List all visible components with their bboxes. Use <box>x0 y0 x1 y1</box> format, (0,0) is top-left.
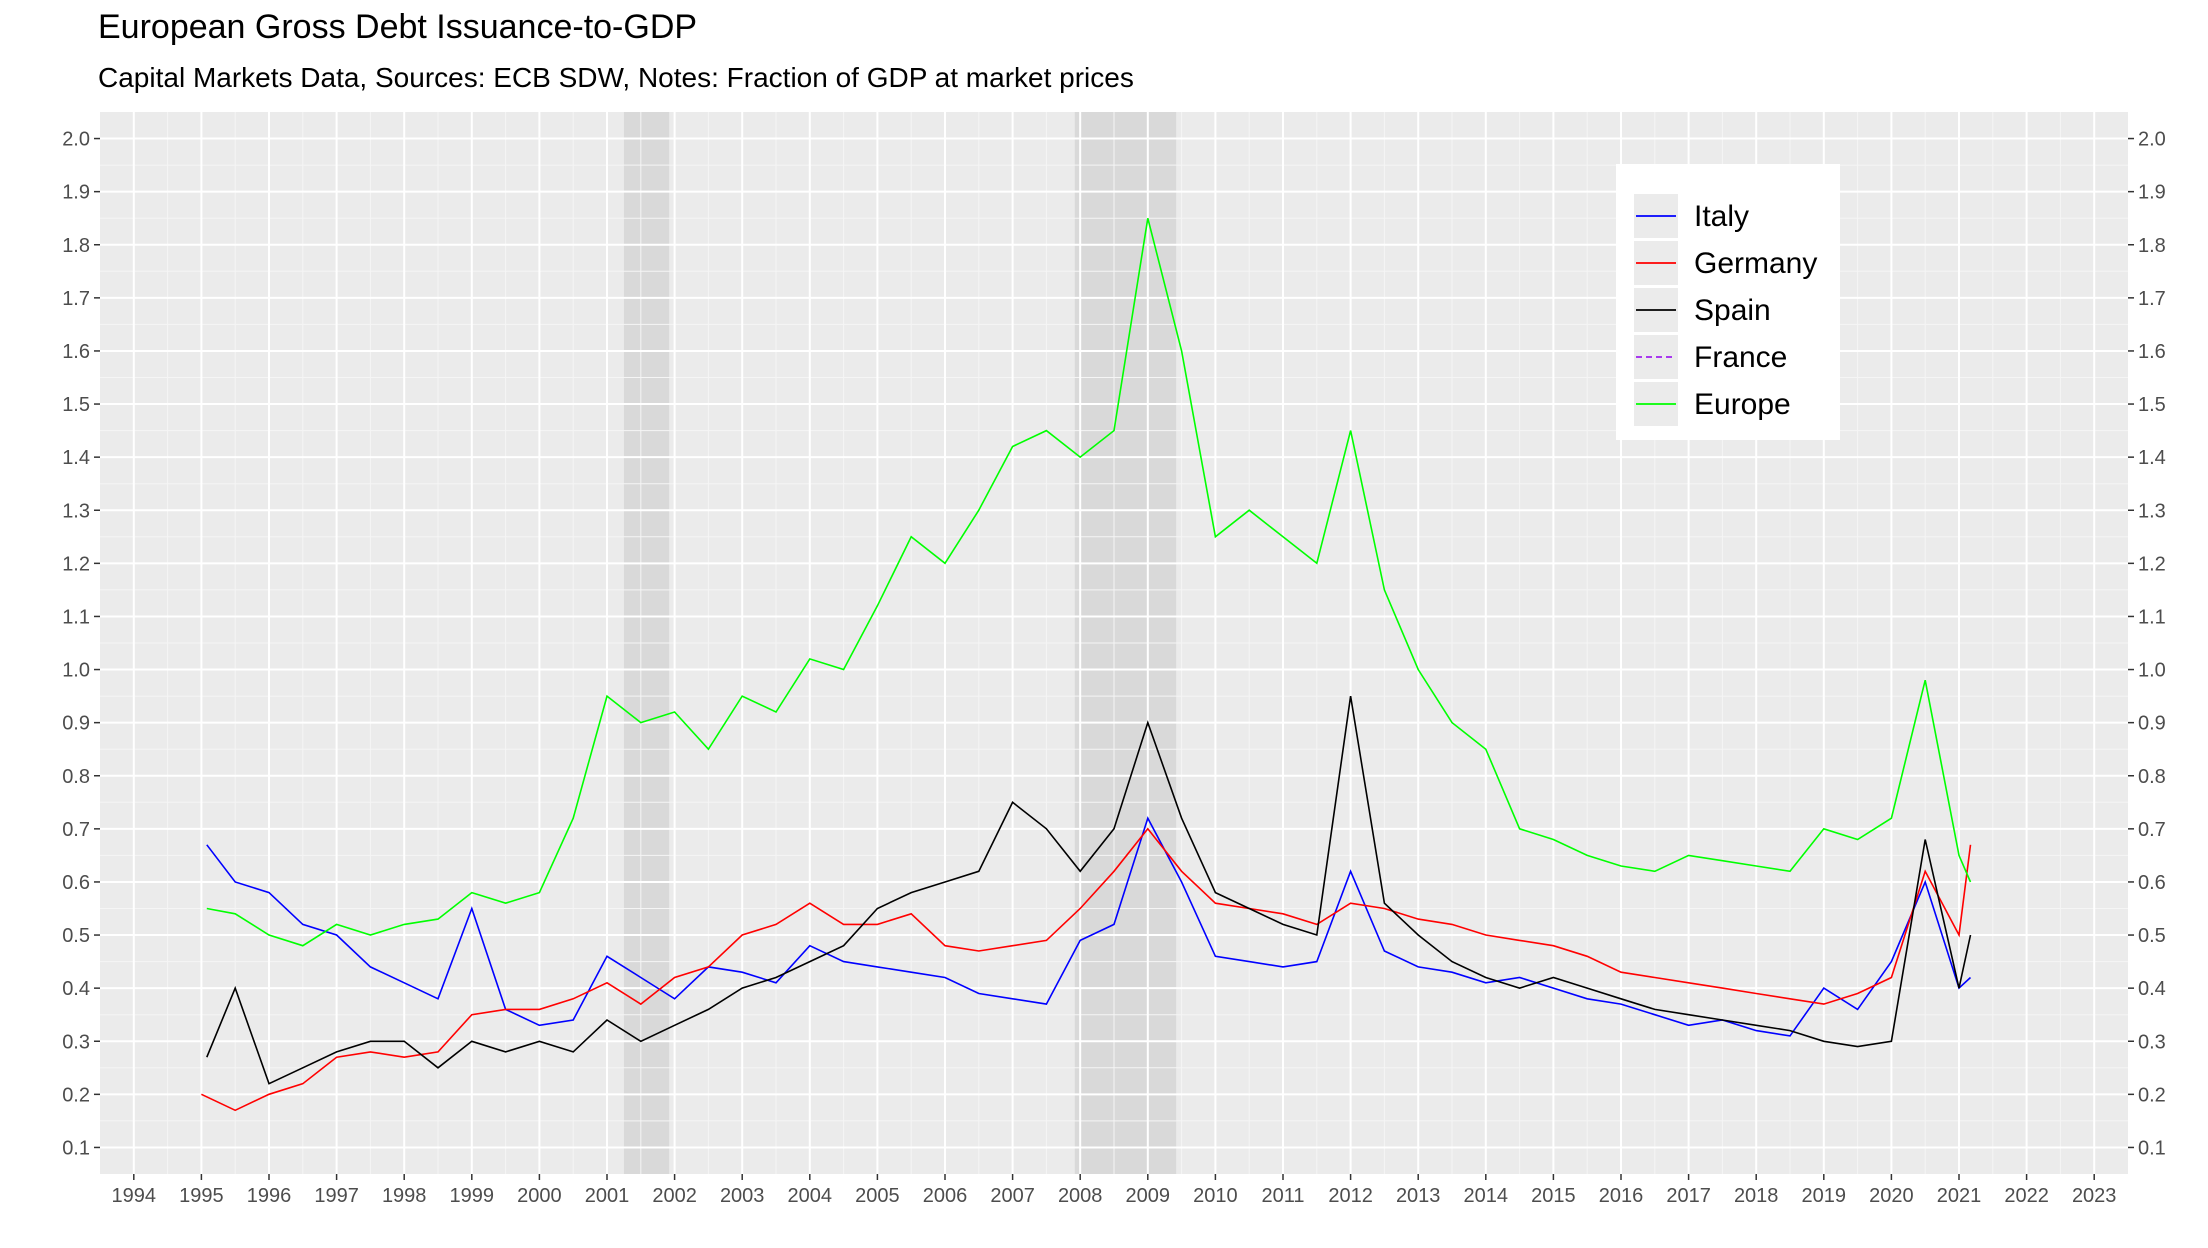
y-tick-label: 0.9 <box>62 713 90 735</box>
x-tick-label: 2015 <box>1531 1185 1576 1207</box>
y-tick-label: 0.6 <box>62 872 90 894</box>
x-tick-label: 2023 <box>2072 1185 2117 1207</box>
y-tick-label-right: 0.6 <box>2138 872 2166 894</box>
y-tick-label-right: 0.5 <box>2138 925 2166 947</box>
minor-gridlines <box>100 112 2128 1174</box>
x-tick-label: 2002 <box>652 1185 697 1207</box>
y-tick-label-right: 0.1 <box>2138 1137 2166 1159</box>
x-tick-label: 2012 <box>1328 1185 1373 1207</box>
x-tick-label: 2007 <box>990 1185 1035 1207</box>
x-tick-label: 2011 <box>1261 1185 1304 1207</box>
y-tick-label: 0.4 <box>62 978 90 1000</box>
major-gridlines <box>100 112 2128 1174</box>
x-tick-label: 2004 <box>788 1185 833 1207</box>
y-tick-label-right: 1.8 <box>2138 235 2166 257</box>
x-tick-label: 2019 <box>1802 1185 1847 1207</box>
x-tick-label: 2010 <box>1193 1185 1238 1207</box>
y-tick-label: 1.1 <box>62 606 90 628</box>
x-axis: 1994 1995 1996 1997 1998 1999 2000 2001 2002 2003… <box>112 1174 2117 1207</box>
legend-label-germany: Germany <box>1694 247 1817 280</box>
y-tick-label: 1.7 <box>62 288 90 310</box>
y-tick-label: 2.0 <box>62 129 90 151</box>
y-tick-label-right: 0.7 <box>2138 819 2166 841</box>
series-line-germany <box>201 827 1972 1112</box>
y-tick-label: 1.3 <box>62 500 90 522</box>
x-tick-label: 2022 <box>2004 1185 2049 1207</box>
legend-label-europe: Europe <box>1694 388 1791 421</box>
y-tick-label: 1.4 <box>62 447 90 469</box>
x-tick-label: 2016 <box>1599 1185 1644 1207</box>
y-tick-label-right: 1.7 <box>2138 288 2166 310</box>
y-tick-label-right: 1.1 <box>2138 606 2166 628</box>
x-tick-label: 2005 <box>855 1185 900 1207</box>
y-tick-label-right: 1.0 <box>2138 660 2166 682</box>
legend-label-italy: Italy <box>1694 200 1749 233</box>
y-axis-left: 0.1 0.2 0.3 0.4 0.5 0.6 0.7 0.8 0.9 1.0 1.1 1.2 1.3 1… <box>62 129 100 1159</box>
y-tick-label: 0.5 <box>62 925 90 947</box>
y-tick-label-right: 1.4 <box>2138 447 2166 469</box>
x-tick-label: 2006 <box>923 1185 968 1207</box>
legend-label-france: France <box>1694 341 1787 374</box>
y-tick-label-right: 0.4 <box>2138 978 2166 1000</box>
x-tick-label: 1996 <box>247 1185 292 1207</box>
y-tick-label: 1.8 <box>62 235 90 257</box>
y-tick-label-right: 0.9 <box>2138 713 2166 735</box>
x-tick-label: 2008 <box>1058 1185 1103 1207</box>
y-tick-label: 0.8 <box>62 766 90 788</box>
y-tick-label: 1.2 <box>62 553 90 575</box>
y-tick-label: 1.9 <box>62 182 90 204</box>
y-tick-label-right: 1.2 <box>2138 553 2166 575</box>
x-tick-label: 1998 <box>382 1185 427 1207</box>
legend: Italy Germany Spain France Europe <box>1616 164 1840 440</box>
y-tick-label-right: 1.5 <box>2138 394 2166 416</box>
y-tick-label-right: 1.3 <box>2138 500 2166 522</box>
series-line-europe <box>206 218 1972 947</box>
series-lines <box>201 218 1972 1112</box>
y-tick-label-right: 2.0 <box>2138 129 2166 151</box>
x-tick-label: 2000 <box>517 1185 562 1207</box>
x-tick-label: 2013 <box>1396 1185 1441 1207</box>
x-tick-label: 1999 <box>450 1185 495 1207</box>
x-tick-label: 2018 <box>1734 1185 1779 1207</box>
x-tick-label: 2009 <box>1126 1185 1171 1207</box>
y-tick-label: 1.6 <box>62 341 90 363</box>
x-tick-label: 2017 <box>1666 1185 1711 1207</box>
y-tick-label-right: 0.8 <box>2138 766 2166 788</box>
x-tick-label: 2001 <box>585 1185 630 1207</box>
x-tick-label: 1997 <box>314 1185 359 1207</box>
chart-title: European Gross Debt Issuance-to-GDP <box>98 8 698 46</box>
y-tick-label-right: 1.6 <box>2138 341 2166 363</box>
series-line-spain <box>206 695 1972 1085</box>
y-tick-label: 1.5 <box>62 394 90 416</box>
y-tick-label: 0.1 <box>62 1137 90 1159</box>
x-tick-label: 2003 <box>720 1185 765 1207</box>
y-tick-label: 0.2 <box>62 1084 90 1106</box>
y-tick-label: 0.3 <box>62 1031 90 1053</box>
x-tick-label: 1994 <box>112 1185 157 1207</box>
chart-subtitle: Capital Markets Data, Sources: ECB SDW, … <box>98 62 1134 93</box>
y-tick-label-right: 0.3 <box>2138 1031 2166 1053</box>
y-tick-label-right: 0.2 <box>2138 1084 2166 1106</box>
x-tick-label: 2014 <box>1464 1185 1509 1207</box>
y-tick-label: 1.0 <box>62 660 90 682</box>
series-line-italy <box>206 816 1972 1037</box>
x-tick-label: 1995 <box>179 1185 224 1207</box>
x-tick-label: 2021 <box>1937 1185 1982 1207</box>
y-tick-label: 0.7 <box>62 819 90 841</box>
x-tick-label: 2020 <box>1869 1185 1914 1207</box>
y-tick-label-right: 1.9 <box>2138 182 2166 204</box>
y-axis-right: 0.1 0.2 0.3 0.4 0.5 0.6 0.7 0.8 0.9 1.0 1.1 1.2 1.3 1… <box>2128 129 2166 1159</box>
legend-label-spain: Spain <box>1694 294 1771 327</box>
